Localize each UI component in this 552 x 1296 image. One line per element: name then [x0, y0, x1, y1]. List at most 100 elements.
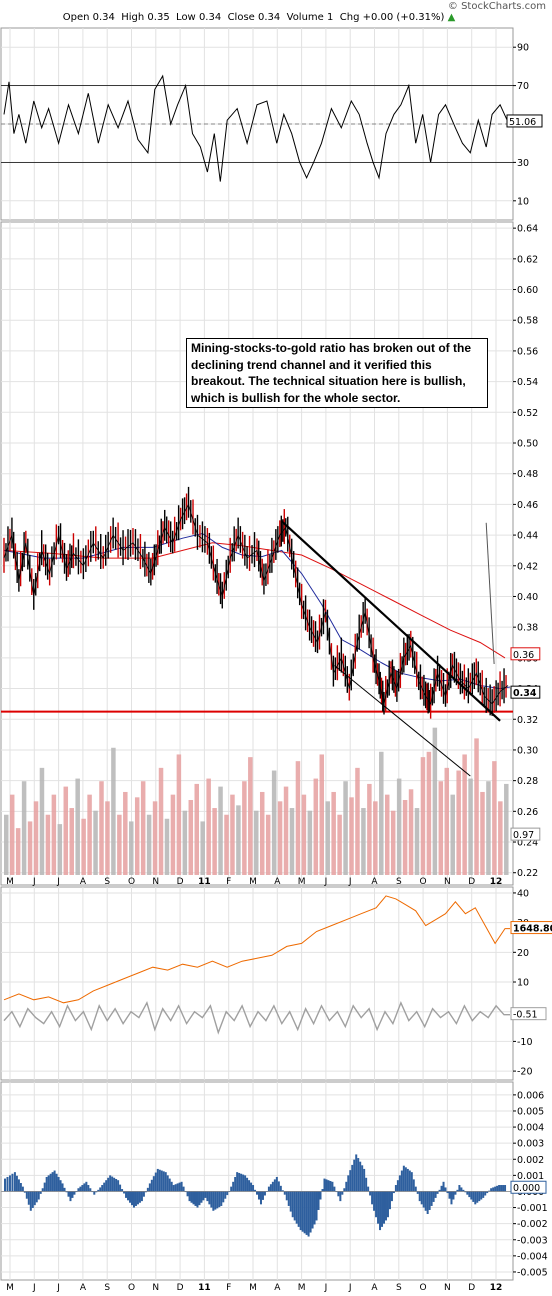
histogram-bar — [123, 1191, 126, 1194]
histogram-bar — [287, 1191, 290, 1206]
histogram-x-label: J — [348, 1283, 352, 1293]
gold-price-line — [3, 895, 510, 1004]
histogram-bar — [109, 1175, 112, 1192]
price-x-label: 12 — [490, 877, 503, 887]
histogram-bar — [313, 1191, 316, 1225]
histogram-bar — [107, 1177, 110, 1192]
histogram-bar — [206, 1191, 209, 1202]
histogram-bar — [353, 1159, 356, 1192]
histogram-bar — [4, 1178, 6, 1192]
histogram-bar — [220, 1191, 223, 1206]
histogram-bar — [315, 1191, 318, 1221]
volume-bar — [182, 810, 188, 875]
histogram-bar — [377, 1191, 380, 1224]
price-x-label: J — [32, 877, 36, 887]
histogram-bar — [250, 1182, 253, 1192]
volume-bar — [277, 801, 283, 875]
price-x-label: O — [420, 877, 427, 887]
histogram-bar — [65, 1191, 68, 1193]
correlation-last-value-box — [510, 1007, 547, 1021]
gold-tick-label: 10 — [517, 978, 529, 989]
histogram-x-label: M — [298, 1283, 306, 1293]
histogram-bar — [355, 1154, 358, 1192]
histogram-bar — [500, 1185, 503, 1192]
histogram-x-label: N — [152, 1283, 159, 1293]
volume-bar — [206, 778, 211, 875]
volume-bar — [39, 767, 45, 875]
histogram-bar — [27, 1191, 30, 1205]
histogram-bar — [289, 1191, 292, 1212]
histogram-bar — [351, 1164, 354, 1192]
price-x-label: D — [177, 877, 184, 887]
volume-bar — [307, 810, 313, 875]
histogram-x-label: N — [444, 1283, 451, 1293]
histogram-bar — [414, 1186, 417, 1192]
histogram-bar — [259, 1191, 262, 1205]
histogram-bar — [496, 1185, 499, 1192]
histogram-bar — [111, 1176, 114, 1192]
price-tick-label: 0.24 — [517, 838, 538, 849]
volume-bar — [289, 808, 295, 875]
price-tick-label: 0.22 — [517, 868, 538, 879]
histogram-bar — [371, 1191, 374, 1205]
quote-high-value: 0.35 — [147, 12, 170, 23]
volume-bar — [265, 814, 271, 875]
volume-bar — [99, 781, 104, 875]
volume-bar — [408, 789, 414, 875]
histogram-bar — [23, 1191, 26, 1193]
histogram-bar — [17, 1179, 20, 1192]
histogram-bar — [369, 1191, 372, 1196]
histogram-bar — [144, 1191, 147, 1193]
histogram-bar — [301, 1191, 304, 1232]
volume-bar — [492, 761, 497, 875]
histogram-bar — [329, 1181, 332, 1192]
histogram-x-label: O — [420, 1283, 427, 1293]
histogram-bar — [402, 1165, 405, 1192]
volume-bar — [212, 808, 217, 875]
histogram-bar — [33, 1191, 36, 1206]
histogram-bar — [365, 1177, 368, 1192]
histogram-bar — [113, 1177, 116, 1192]
volume-bar — [236, 805, 241, 875]
volume-bar — [57, 824, 63, 875]
histogram-bar — [214, 1191, 217, 1210]
histogram-bar — [87, 1185, 90, 1192]
histogram-bar — [361, 1165, 364, 1192]
histogram-bar — [85, 1181, 88, 1192]
histogram-bar — [363, 1168, 366, 1192]
histogram-bar — [69, 1191, 72, 1202]
volume-bar — [486, 781, 491, 875]
histogram-bar — [381, 1191, 384, 1227]
histogram-bar — [454, 1191, 457, 1195]
histogram-bar — [95, 1191, 98, 1193]
histogram-bar — [424, 1191, 427, 1211]
volume-bar — [45, 814, 51, 875]
histogram-bar — [218, 1191, 221, 1208]
volume-bar — [349, 797, 354, 875]
price-tick-label: 0.26 — [517, 807, 538, 818]
histogram-bar — [13, 1172, 16, 1192]
quote-close-value: 0.34 — [258, 12, 281, 23]
volume-bar — [438, 781, 444, 875]
price-x-label: D — [468, 877, 475, 887]
histogram-bar — [400, 1170, 403, 1192]
histogram-bar — [238, 1172, 241, 1192]
volume-bar — [105, 801, 110, 875]
volume-bar — [93, 810, 98, 875]
histogram-bar — [83, 1183, 86, 1192]
histogram-bar — [430, 1191, 433, 1206]
histogram-bar — [303, 1191, 306, 1234]
volume-bar — [295, 761, 301, 875]
price-last-value-box — [510, 685, 541, 699]
volume-bar — [188, 800, 194, 875]
volume-bar — [200, 821, 205, 875]
histogram-bar — [422, 1191, 425, 1208]
histogram-bar — [158, 1169, 161, 1192]
histogram-bar — [252, 1185, 255, 1192]
histogram-bar — [194, 1191, 197, 1206]
histogram-bar — [6, 1176, 9, 1192]
hist-tick-label: -0.005 — [517, 1267, 548, 1278]
histogram-bar — [162, 1171, 165, 1192]
ma200-last-value-box — [510, 647, 541, 661]
histogram-bar — [230, 1186, 233, 1192]
